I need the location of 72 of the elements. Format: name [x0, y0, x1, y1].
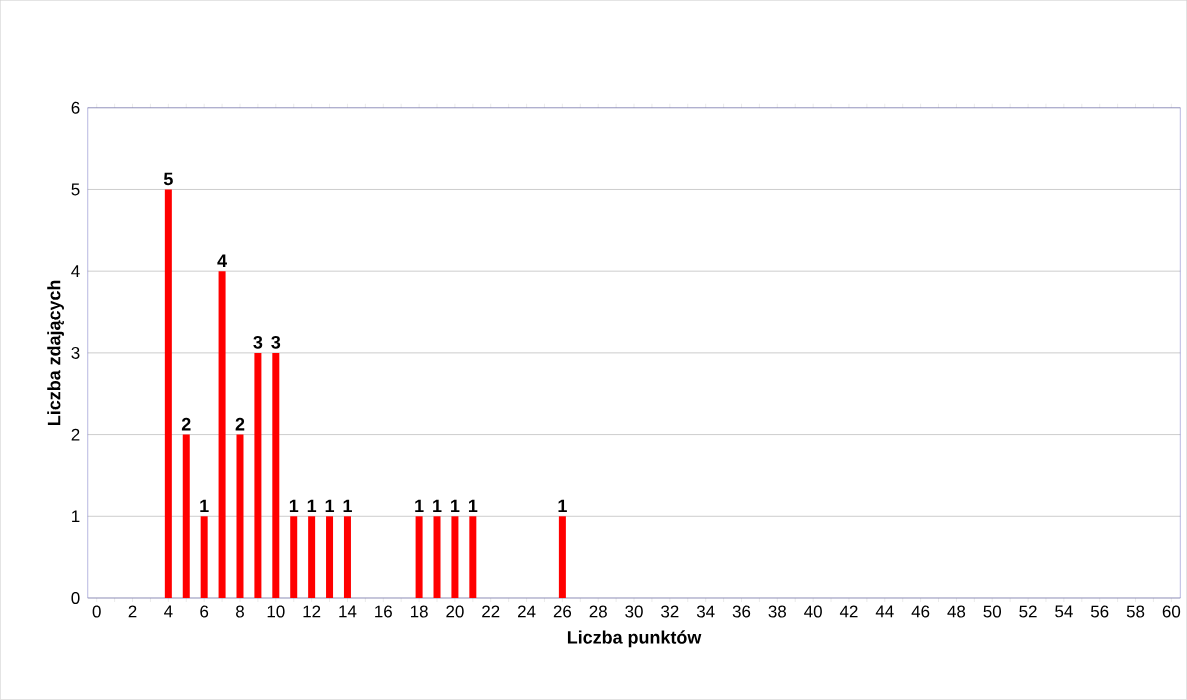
y-tick-label: 5: [71, 183, 80, 196]
x-tick-label: 18: [410, 605, 428, 618]
bar: [236, 434, 244, 599]
x-tick-label: 8: [236, 605, 244, 618]
x-tick-label: 30: [625, 605, 643, 618]
bar: [433, 516, 441, 599]
y-tick-label: 6: [71, 101, 80, 114]
bar: [308, 516, 316, 599]
data-label: 3: [253, 336, 263, 349]
x-tick-label: 36: [732, 605, 751, 618]
y-tick-label: 3: [71, 347, 80, 360]
x-tick-label: 52: [1019, 605, 1037, 618]
data-label: 5: [163, 172, 173, 186]
data-label: 2: [235, 417, 245, 431]
x-tick-label: 40: [804, 605, 822, 618]
data-label: 1: [468, 499, 478, 513]
x-tick-label: 44: [875, 605, 894, 618]
bar: [200, 516, 208, 599]
x-tick-label: 58: [1126, 605, 1145, 618]
x-tick-label: 20: [446, 605, 464, 618]
data-label: 1: [451, 499, 460, 513]
x-tick-label: 34: [696, 605, 715, 618]
x-tick-label: 56: [1090, 605, 1109, 618]
bar: [451, 516, 459, 599]
x-tick-label: 38: [768, 605, 786, 618]
data-label: 2: [181, 417, 191, 431]
bar: [254, 353, 262, 599]
x-tick-label: 6: [200, 605, 209, 618]
y-tick-label: 2: [71, 428, 80, 441]
x-tick-label: 22: [482, 605, 500, 618]
data-label: 1: [433, 499, 442, 513]
x-axis-title: Liczba punktów: [567, 630, 702, 648]
bar: [469, 516, 477, 599]
bar: [218, 271, 226, 599]
x-tick-label: 46: [911, 605, 930, 618]
bar: [272, 353, 280, 599]
x-tick-label: 10: [267, 605, 285, 618]
bar: [164, 189, 172, 599]
x-tick-label: 42: [839, 605, 858, 618]
x-tick-label: 28: [589, 605, 607, 618]
x-tick-label: 32: [661, 605, 679, 618]
x-tick-label: 26: [553, 605, 572, 618]
x-tick-label: 0: [92, 605, 101, 618]
x-tick-label: 2: [128, 605, 137, 618]
y-axis-title: Liczba zdających: [47, 280, 64, 426]
bar: [558, 516, 566, 599]
y-tick-label: 0: [71, 592, 80, 605]
x-tick-label: 54: [1055, 605, 1073, 618]
data-label: 4: [217, 254, 227, 268]
x-tick-label: 50: [983, 605, 1002, 618]
data-label: 1: [289, 499, 299, 513]
y-tick-label: 4: [71, 265, 80, 278]
data-label: 1: [343, 499, 352, 513]
bar: [415, 516, 423, 599]
y-tick-label: 1: [72, 510, 80, 523]
data-label: 1: [415, 499, 424, 513]
x-tick-label: 16: [375, 605, 392, 618]
data-label: 1: [558, 499, 567, 513]
x-tick-label: 12: [303, 605, 321, 618]
bar: [182, 434, 190, 599]
data-label: 1: [307, 499, 317, 513]
x-tick-label: 4: [164, 605, 173, 618]
bar: [290, 516, 298, 599]
x-tick-label: 48: [947, 605, 966, 618]
bar: [343, 516, 351, 599]
x-tick-label: 60: [1162, 605, 1181, 618]
data-label: 1: [325, 499, 335, 513]
bar: [326, 516, 334, 599]
x-tick-label: 14: [339, 605, 357, 618]
data-label: 3: [271, 336, 281, 349]
data-label: 1: [200, 499, 209, 513]
x-tick-label: 24: [518, 605, 536, 618]
